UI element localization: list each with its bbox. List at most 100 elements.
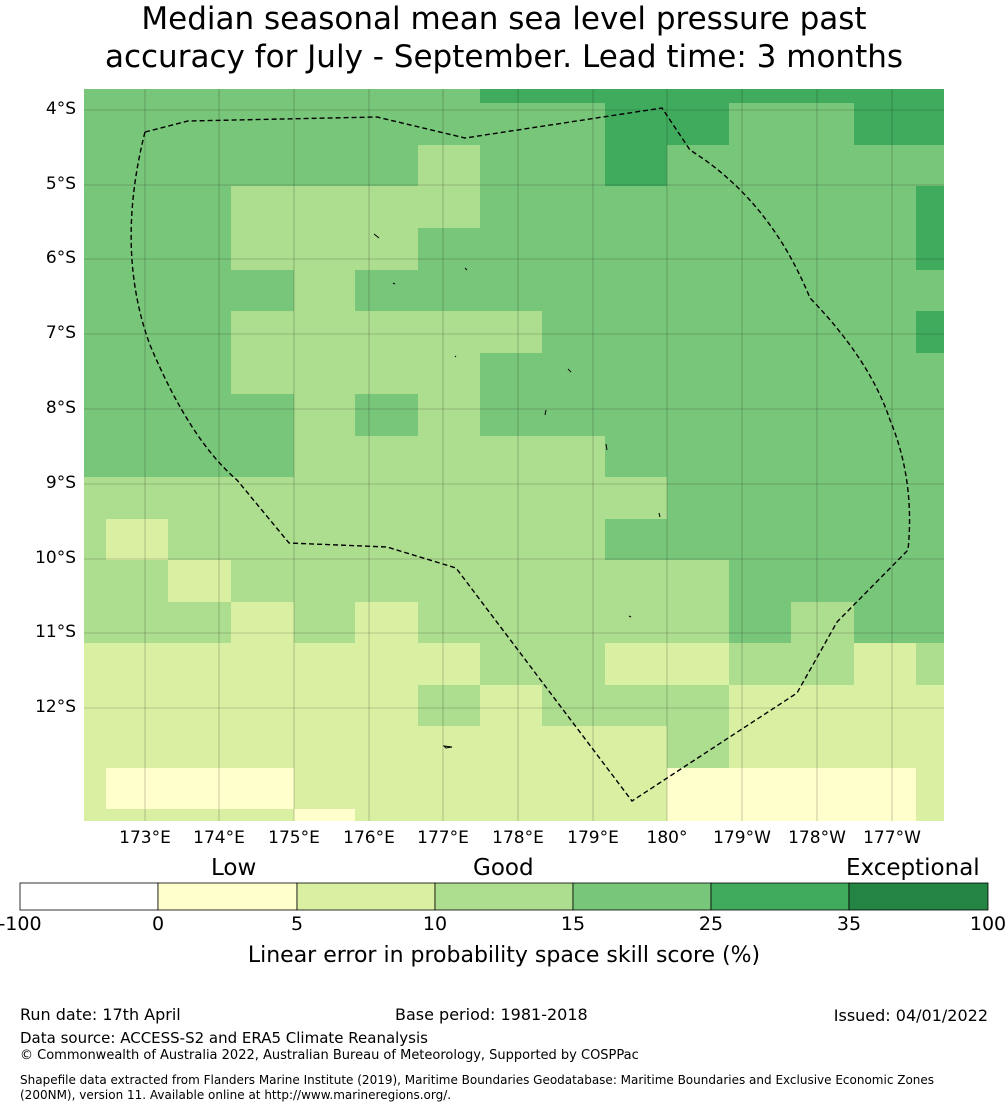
lon-label: 176°E: [343, 828, 395, 848]
grid-cell: [294, 768, 667, 809]
grid-cell: [168, 560, 231, 602]
island: [373, 233, 380, 239]
grid-cell: [480, 643, 605, 685]
lon-label: 180°: [646, 828, 688, 848]
grid-cell: [294, 394, 355, 436]
grid-cell: [355, 602, 418, 643]
lat-label: 5°S: [45, 174, 76, 194]
lat-label: 11°S: [35, 622, 76, 642]
colorbar-tick: 25: [698, 913, 724, 935]
category-low: Low: [211, 855, 257, 881]
grid-cell: [916, 768, 944, 809]
grid-cell: [294, 270, 355, 311]
grid-cell: [480, 685, 542, 726]
grid-cell: [231, 186, 480, 228]
eez-boundary: [130, 107, 911, 802]
colorbar-segment: [710, 882, 850, 911]
colorbar-segment: [848, 882, 989, 911]
issued-date: Issued: 04/01/2022: [833, 1006, 988, 1025]
lon-label: 179°W: [713, 828, 771, 848]
island: [605, 443, 608, 451]
colorbar: [19, 882, 989, 911]
grid-cell: [106, 519, 168, 560]
copyright: © Commonwealth of Australia 2022, Austra…: [20, 1048, 639, 1063]
lat-label: 4°S: [45, 99, 76, 119]
island: [464, 267, 468, 271]
grid-cell: [729, 643, 854, 685]
colorbar-tick: 5: [290, 913, 304, 935]
chart-title: Median seasonal mean sea level pressure …: [0, 0, 1008, 76]
grid-cell: [231, 228, 418, 270]
grid-cell: [667, 768, 916, 821]
grid-cell: [542, 685, 729, 726]
skill-grid: [84, 89, 944, 821]
grid-cell: [418, 394, 480, 436]
grid-cell: [791, 602, 854, 643]
lat-label: 9°S: [45, 473, 76, 493]
colorbar-tick: 35: [836, 913, 862, 935]
grid-cell: [84, 726, 667, 768]
grid-cell: [84, 477, 667, 519]
colorbar-segment: [19, 882, 159, 911]
grid-cell: [84, 519, 605, 560]
title-line-2: accuracy for July - September. Lead time…: [104, 39, 904, 75]
colorbar-segment: [296, 882, 436, 911]
grid-cell: [916, 643, 944, 685]
lon-label: 173°E: [119, 828, 171, 848]
category-exceptional: Exceptional: [846, 855, 980, 881]
island: [544, 409, 547, 416]
lat-label: 8°S: [45, 398, 76, 418]
island: [628, 615, 632, 618]
colorbar-tick: 0: [151, 913, 165, 935]
lon-label: 174°E: [193, 828, 245, 848]
grid-cell: [854, 103, 944, 145]
lat-label: 6°S: [45, 248, 76, 268]
grid-cell: [729, 685, 944, 726]
island: [658, 512, 661, 518]
grid-cell: [231, 353, 480, 394]
grid-cell: [480, 89, 944, 103]
grid-cell: [84, 768, 106, 809]
island: [442, 745, 453, 749]
lon-label: 178°W: [788, 828, 846, 848]
grid-cell: [916, 186, 944, 270]
base-period: Base period: 1981-2018: [395, 1005, 588, 1024]
islands: [373, 233, 661, 749]
grid-cell: [605, 103, 729, 145]
lon-label: 175°E: [268, 828, 320, 848]
grid-cell: [106, 768, 294, 809]
grid-cell: [231, 311, 542, 353]
colorbar-tick: 15: [560, 913, 586, 935]
grid-cell: [418, 685, 480, 726]
grid-cell: [667, 726, 729, 768]
lon-label: 177°E: [417, 828, 469, 848]
colorbar-segment: [572, 882, 712, 911]
lat-label: 7°S: [45, 323, 76, 343]
lon-label: 177°W: [863, 828, 921, 848]
colorbar-tick: -100: [0, 913, 42, 935]
lon-label: 178°E: [492, 828, 544, 848]
data-source: Data source: ACCESS-S2 and ERA5 Climate …: [20, 1029, 428, 1047]
colorbar-label: Linear error in probability space skill …: [247, 943, 761, 968]
title-line-1: Median seasonal mean sea level pressure …: [141, 1, 867, 37]
category-good: Good: [473, 855, 534, 881]
grid-cell: [605, 643, 729, 685]
grid-cell: [418, 145, 480, 186]
colorbar-segment: [434, 882, 574, 911]
grid-cell: [605, 145, 667, 186]
lat-label: 12°S: [35, 697, 76, 717]
gridlines: [84, 89, 944, 821]
grid-cell: [854, 643, 916, 685]
island: [454, 355, 457, 358]
colorbar-tick: 100: [969, 913, 1007, 935]
shapefile-credit: Shapefile data extracted from Flanders M…: [20, 1073, 935, 1102]
grid-cell: [729, 726, 944, 768]
grid-cell: [231, 602, 294, 643]
grid-cell: [916, 311, 944, 353]
colorbar-tick: 10: [422, 913, 448, 935]
grid-cell: [84, 685, 418, 726]
grid-cell: [84, 643, 480, 685]
lon-label: 179°E: [567, 828, 619, 848]
grid-cell: [84, 809, 294, 821]
